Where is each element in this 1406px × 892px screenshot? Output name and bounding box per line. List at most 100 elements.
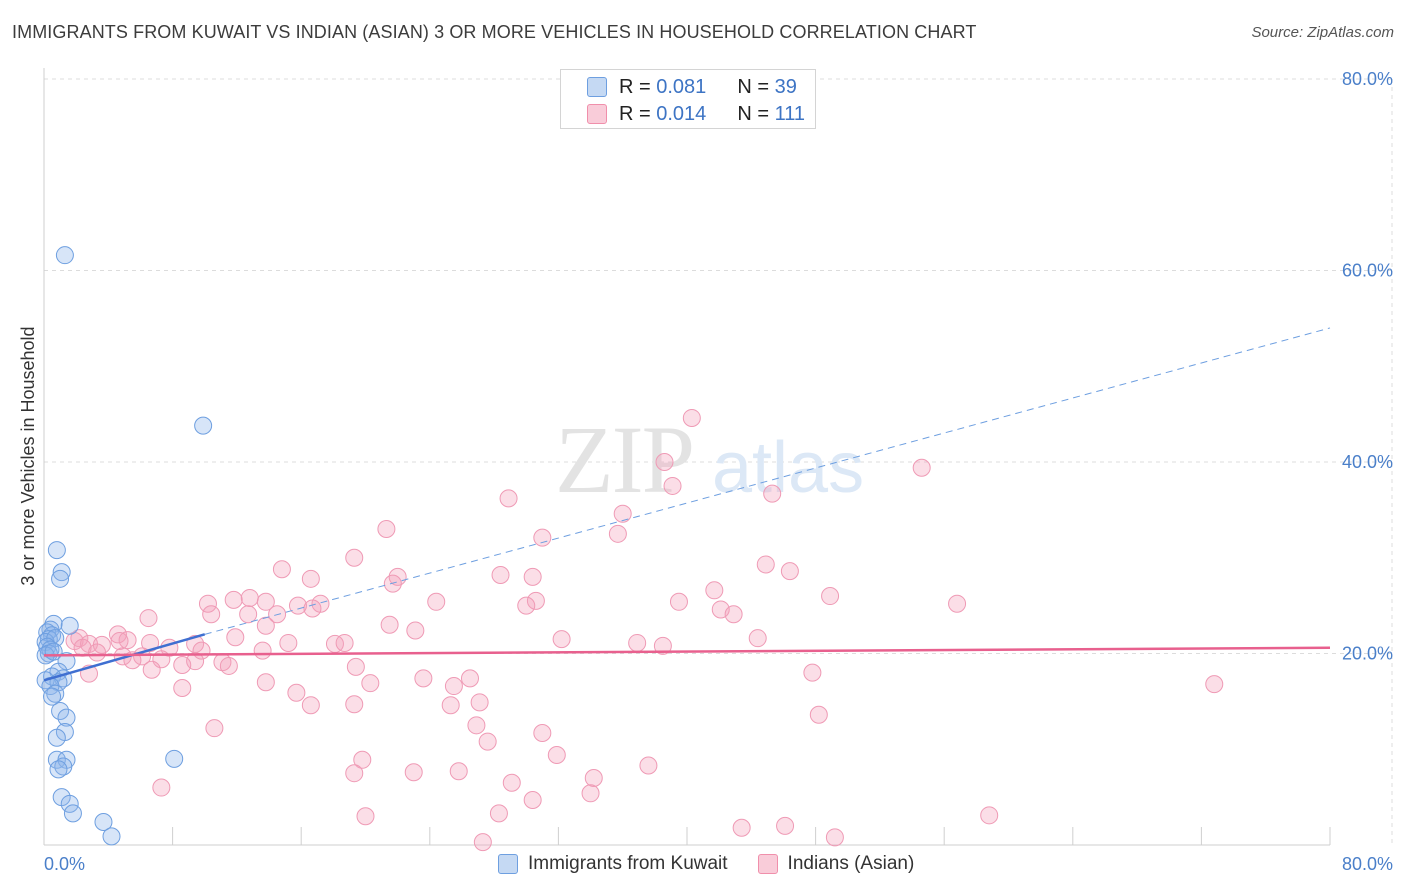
pink-point [444, 677, 463, 696]
pink-point [152, 778, 171, 797]
pink-point [287, 683, 306, 702]
pink-point [361, 674, 380, 693]
pink-point [70, 629, 89, 648]
pink-point [272, 560, 291, 579]
blue-point [194, 416, 213, 435]
blue-swatch [498, 854, 518, 874]
pink-point [377, 520, 396, 539]
x-tick-label: 0.0% [44, 854, 85, 874]
pink-point [226, 628, 245, 647]
pink-point [763, 484, 782, 503]
legend-row-indians: R = 0.014 N = 111 [587, 101, 805, 127]
n-value: 111 [774, 102, 806, 125]
pink-point [256, 616, 275, 635]
pink-point [345, 695, 364, 714]
series-indians-asian [65, 408, 1224, 852]
pink-point [533, 723, 552, 742]
pink-point [205, 719, 224, 738]
axes [43, 68, 1331, 846]
pink-point [427, 592, 446, 611]
pink-point [682, 408, 701, 427]
y-tick-label: 80.0% [1342, 69, 1393, 89]
pink-point [108, 625, 127, 644]
pink-point [414, 669, 433, 688]
blue-point [60, 794, 79, 813]
pink-point [473, 833, 492, 852]
pink-point [353, 750, 372, 769]
pink-point [912, 458, 931, 477]
blue-point [46, 684, 65, 703]
pink-point [301, 696, 320, 715]
watermark: ZIP atlas [555, 406, 864, 513]
pink-point [780, 562, 799, 581]
pink-point [110, 632, 129, 651]
pink-point [803, 663, 822, 682]
pink-point [705, 581, 724, 600]
pink-point [449, 762, 468, 781]
blue-point [47, 750, 66, 769]
kuwait-trend-line [43, 633, 206, 682]
pink-point [470, 693, 489, 712]
y-tick-label: 40.0% [1342, 452, 1393, 472]
pink-point [202, 605, 221, 624]
y-tick-label: 20.0% [1342, 644, 1393, 664]
pink-point [1205, 675, 1224, 694]
blue-point [165, 749, 184, 768]
watermark-atlas: atlas [712, 428, 864, 508]
series-immigrants-kuwait [36, 246, 213, 846]
r-value: 0.081 [656, 75, 707, 98]
pink-point [491, 565, 510, 584]
pink-point [325, 634, 344, 653]
pink-point [825, 828, 844, 847]
legend-label: Immigrants from Kuwait [528, 853, 728, 874]
pink-point [523, 567, 542, 586]
y-axis-label: 3 or more Vehicles in Household [18, 326, 38, 585]
pink-point [533, 528, 552, 547]
pink-point [303, 599, 322, 618]
blue-point [47, 728, 66, 747]
pink-point [404, 763, 423, 782]
pink-point [552, 630, 571, 649]
pink-point [547, 745, 566, 764]
tick-labels: 20.0% 40.0% 60.0% 80.0% 0.0% 80.0% [44, 69, 1393, 874]
legend-item-indians: Indians (Asian) [757, 853, 915, 875]
indians-trend-line [43, 646, 1331, 657]
pink-point [219, 656, 238, 675]
n-label: N = [737, 102, 770, 125]
pink-point [288, 596, 307, 615]
pink-point [669, 592, 688, 611]
pink-point [478, 732, 497, 751]
pink-point [142, 660, 161, 679]
series-legend: Immigrants from Kuwait Indians (Asian) [498, 851, 944, 877]
pink-point [748, 629, 767, 648]
pink-point [139, 609, 158, 628]
legend-label: Indians (Asian) [787, 853, 915, 874]
pink-point [406, 621, 425, 640]
blue-point [63, 804, 82, 823]
pink-point [301, 569, 320, 588]
blue-point [52, 563, 71, 582]
pink-point [663, 476, 682, 495]
blue-point [54, 757, 73, 776]
pink-point [239, 605, 258, 624]
pink-point [523, 790, 542, 809]
pink-point [517, 596, 536, 615]
pink-point [441, 696, 460, 715]
blue-point [102, 827, 121, 846]
blue-point [51, 569, 70, 588]
pink-point [345, 548, 364, 567]
y-tick-label: 60.0% [1342, 261, 1393, 281]
blue-swatch [587, 77, 607, 97]
n-label: N = [737, 75, 770, 98]
blue-point [43, 687, 62, 706]
pink-point [732, 818, 751, 837]
blue-point [49, 760, 68, 779]
pink-point [256, 592, 275, 611]
pink-point [639, 756, 658, 775]
pink-point [489, 804, 508, 823]
pink-point [141, 633, 160, 652]
blue-point [55, 246, 74, 265]
pink-swatch [587, 104, 607, 124]
pink-point [581, 784, 600, 803]
